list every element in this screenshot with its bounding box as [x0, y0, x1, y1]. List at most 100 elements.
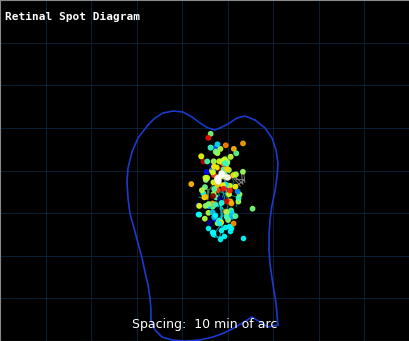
Point [239, 169, 245, 175]
Point [209, 169, 216, 175]
Point [223, 214, 229, 220]
Point [219, 172, 225, 177]
Point [207, 145, 213, 150]
Point [214, 221, 220, 226]
Point [216, 220, 222, 225]
Point [223, 161, 229, 166]
Point [223, 209, 229, 215]
Point [223, 199, 229, 204]
Point [212, 202, 218, 207]
Point [196, 212, 202, 218]
Point [221, 161, 228, 166]
Point [216, 196, 223, 202]
Point [217, 146, 223, 152]
Point [209, 229, 216, 235]
Point [206, 220, 212, 225]
Point [209, 166, 216, 172]
Point [214, 177, 221, 182]
Point [202, 203, 208, 209]
Point [222, 143, 229, 148]
Point [227, 198, 233, 204]
Point [217, 170, 224, 176]
Point [220, 165, 226, 171]
Point [213, 150, 220, 156]
Point [219, 158, 225, 164]
Point [218, 200, 224, 206]
Point [195, 203, 201, 208]
Point [209, 210, 216, 215]
Point [231, 213, 238, 219]
Point [226, 183, 232, 189]
Point [222, 159, 228, 164]
Point [221, 224, 228, 230]
Point [210, 191, 216, 197]
Point [221, 182, 227, 188]
Point [222, 209, 229, 214]
Point [215, 218, 222, 223]
Point [249, 206, 255, 211]
Point [212, 149, 218, 154]
Point [234, 189, 240, 194]
Point [223, 159, 230, 165]
Point [227, 225, 234, 231]
Point [229, 172, 236, 178]
Point [209, 231, 216, 236]
Point [225, 167, 231, 173]
Point [226, 228, 232, 234]
Text: Spacing:  10 min of arc: Spacing: 10 min of arc [132, 318, 277, 331]
Point [216, 159, 222, 164]
Point [226, 188, 233, 193]
Point [198, 188, 204, 193]
Text: Retinal Spot Diagram: Retinal Spot Diagram [5, 12, 139, 22]
Point [200, 159, 207, 164]
Point [218, 227, 224, 233]
Point [211, 216, 218, 222]
Point [210, 165, 216, 170]
Point [222, 182, 229, 187]
Point [205, 203, 211, 209]
Point [207, 131, 213, 136]
Point [223, 213, 229, 219]
Point [230, 221, 236, 226]
Point [222, 173, 228, 178]
Point [223, 166, 230, 172]
Point [214, 188, 220, 193]
Point [228, 211, 235, 216]
Point [221, 172, 227, 177]
Point [201, 195, 207, 200]
Point [219, 182, 226, 188]
Point [217, 220, 224, 225]
Point [207, 164, 214, 169]
Point [201, 216, 208, 221]
Point [213, 176, 220, 182]
Point [210, 172, 217, 178]
Point [196, 203, 202, 209]
Point [205, 201, 211, 207]
Point [211, 202, 217, 207]
Point [211, 201, 218, 207]
Point [213, 142, 220, 147]
Point [227, 154, 234, 160]
Point [210, 164, 217, 169]
Point [228, 214, 234, 220]
Point [198, 154, 204, 159]
Point [188, 181, 194, 187]
Point [240, 235, 246, 241]
Point [224, 217, 231, 223]
Point [209, 204, 216, 209]
Point [209, 193, 216, 199]
Point [213, 175, 220, 180]
Point [203, 169, 209, 175]
Point [220, 233, 227, 239]
Point [217, 167, 223, 173]
Point [212, 195, 219, 200]
Point [202, 175, 208, 180]
Point [208, 168, 215, 173]
Point [220, 186, 226, 191]
Point [204, 135, 211, 140]
Point [232, 172, 238, 177]
Point [213, 182, 220, 188]
Point [239, 141, 246, 146]
Point [220, 167, 227, 172]
Point [221, 157, 227, 162]
